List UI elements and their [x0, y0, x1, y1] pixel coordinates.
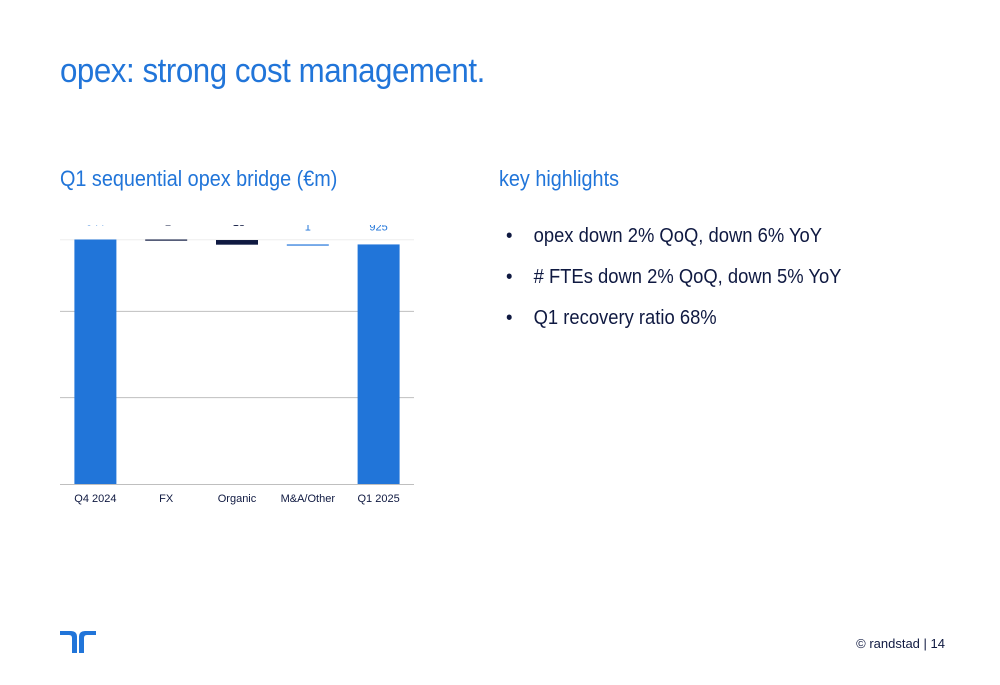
page-number: 14	[930, 636, 945, 651]
highlight-item: • Q1 recovery ratio 68%	[506, 304, 841, 345]
data-label: 925	[369, 225, 387, 233]
highlight-item: • # FTEs down 2% QoQ, down 5% YoY	[506, 263, 841, 304]
data-label: 1	[305, 225, 311, 233]
category-label: Q1 2025	[357, 493, 399, 505]
highlight-text: # FTEs down 2% QoQ, down 5% YoY	[533, 266, 842, 288]
footer-brand: © randstad	[856, 636, 920, 651]
highlight-item: • opex down 2% QoQ, down 6% YoY	[506, 222, 841, 263]
value-labels: 944 -2 -18 1 925	[86, 225, 388, 233]
data-label: -2	[161, 225, 171, 229]
bar-fx	[145, 239, 188, 241]
bars	[74, 239, 400, 484]
highlight-text: opex down 2% QoQ, down 6% YoY	[533, 225, 823, 247]
chart-heading: Q1 sequential opex bridge (€m)	[60, 166, 338, 191]
bullet: •	[506, 307, 513, 329]
footer: © randstad | 14	[856, 636, 945, 651]
bar-q1-2025	[357, 244, 400, 484]
data-label: 944	[86, 225, 104, 229]
category-labels: Q4 2024 FX Organic M&A/Other Q1 2025	[74, 493, 399, 505]
bar-organic	[216, 240, 258, 245]
highlights-list: • opex down 2% QoQ, down 6% YoY • # FTEs d…	[506, 222, 871, 345]
opex-bridge-chart: 944 -2 -18 1 925 Q4 2024 FX Organic M&A/Other Q1…	[60, 225, 414, 505]
bullet: •	[506, 266, 513, 288]
bar-q4-2024	[74, 239, 117, 484]
slide-title: opex: strong cost management.	[60, 52, 485, 90]
randstad-logo-icon	[60, 631, 96, 653]
category-label: Organic	[218, 493, 257, 505]
bar-m-a-other	[286, 244, 329, 246]
category-label: Q4 2024	[74, 493, 116, 505]
category-label: FX	[159, 493, 174, 505]
category-label: M&A/Other	[281, 493, 336, 505]
bullet: •	[506, 225, 513, 247]
highlight-text: Q1 recovery ratio 68%	[533, 307, 717, 329]
highlights-heading: key highlights	[499, 166, 619, 191]
gridlines	[60, 239, 414, 485]
footer-separator: |	[923, 636, 931, 651]
data-label: -18	[229, 225, 245, 229]
